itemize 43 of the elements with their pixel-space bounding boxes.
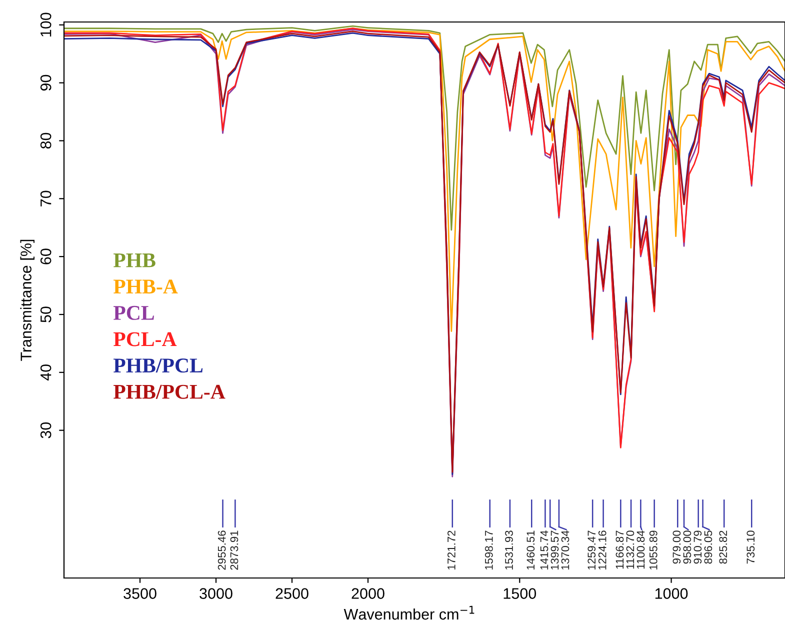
ref-line-label: 735.10 [746,530,755,564]
ref-line-label: 1132.70 [626,530,634,569]
y-tick-label: 90 [40,74,52,91]
x-tick-label: 1000 [655,588,688,599]
ref-line-label: 1531.93 [505,530,513,570]
ref-line-label: 1460.51 [526,530,535,570]
text: PCL [114,306,154,320]
ref-line-label: 2873.91 [230,530,238,570]
ref-line-label: 825.82 [719,530,728,564]
ref-line-label: 1166.87 [616,530,624,569]
x-tick-label: 3000 [200,588,232,599]
ref-line-label: 1598.17 [484,530,493,570]
text: PHB/PCL [114,358,203,373]
y-tick-label: 80 [40,132,52,149]
y-tick-label: 50 [40,306,52,322]
text: PHB-A [114,280,178,294]
ref-line-label: 1399.57 [550,530,559,570]
ref-line-label: 1100.84 [636,530,645,569]
ref-line-label: 896.05 [704,530,712,564]
ref-line-label: 1259.47 [588,530,596,570]
x-tick-label: 3500 [124,588,156,599]
x-tick-label: 2000 [352,588,384,599]
y-tick-label: 60 [40,248,52,264]
ref-line-label: 958.00 [683,530,692,564]
ref-line-label: 1370.34 [561,530,570,570]
ref-line-label: 1224.16 [598,530,606,570]
text: PHB/PCL-A [114,384,226,399]
y-tick-label: 40 [40,364,52,381]
ref-line-label: 979.00 [672,530,681,564]
ref-line-label: 910.79 [694,530,702,564]
x-axis-title: Wavenumber cm$^{−1}$ [344,606,474,620]
ref-line-label: 1055.89 [649,530,658,570]
y-axis-title: Transmittance [%] [20,240,34,361]
text: PCL-A [114,332,177,346]
x-tick-label: 2500 [276,588,308,599]
ref-line-label: 1721.72 [448,530,456,570]
ref-line-label: 2955.46 [218,530,226,570]
text: PHB [114,253,156,268]
x-tick-label: 1500 [504,588,536,599]
ref-line-label: 1415.74 [540,530,548,570]
y-tick-label: 70 [40,190,52,206]
y-tick-label: 30 [40,422,52,438]
y-tick-label: 100 [40,12,52,36]
